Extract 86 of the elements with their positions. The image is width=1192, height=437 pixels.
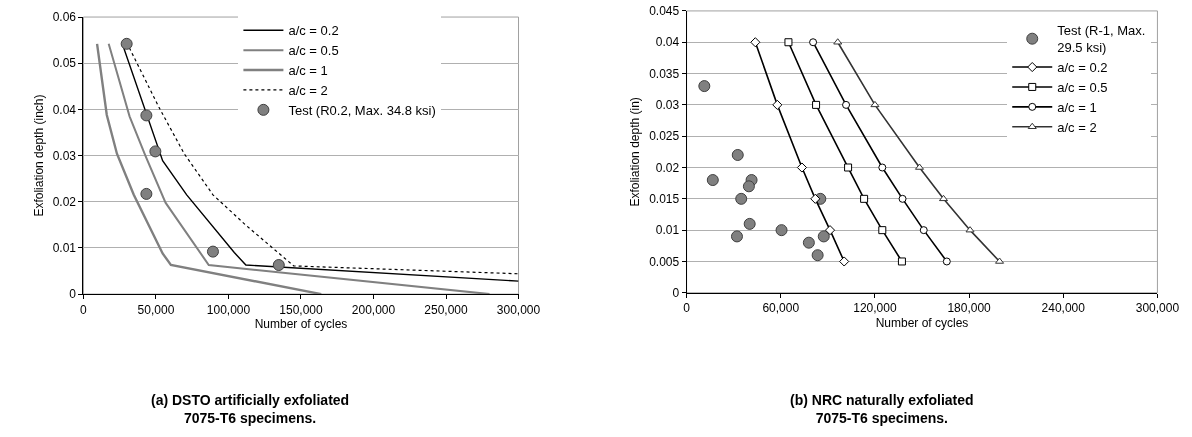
- point: [802, 236, 815, 249]
- y-tick-label: 0.03: [655, 98, 680, 113]
- point: [842, 100, 851, 109]
- legend-label: a/c = 0.2: [1057, 60, 1108, 76]
- point: [839, 256, 850, 267]
- legend-label: a/c = 0.5: [288, 43, 339, 59]
- y-tick-label: 0.02: [52, 194, 77, 209]
- point: [833, 38, 843, 45]
- y-tick-label: 0.04: [655, 35, 680, 50]
- point: [824, 225, 836, 236]
- y-tick-label: 0.015: [649, 192, 680, 207]
- point: [140, 109, 153, 122]
- x-axis-title: Number of cycles: [254, 317, 348, 332]
- x-tick-label: 0: [80, 302, 88, 317]
- x-tick-label: 180,000: [947, 301, 992, 316]
- text: (a) DSTO artificially exfoliated 7075-T6 specimens.: [151, 392, 350, 427]
- point: [796, 162, 807, 173]
- y-tick-label: 0.05: [52, 56, 77, 71]
- y-tick-label: 0.04: [52, 102, 77, 117]
- y-tick-label: 0.02: [655, 160, 680, 175]
- y-tick-label: 0: [672, 286, 680, 300]
- point: [750, 37, 761, 48]
- point: [809, 38, 818, 47]
- x-tick-label: 300,000: [496, 302, 541, 317]
- x-tick-label: 150,000: [279, 302, 323, 317]
- legend-label: a/c = 1: [1057, 99, 1097, 115]
- point: [817, 230, 830, 243]
- y-tick-label: 0.01: [52, 241, 77, 256]
- legend-label: Test (R-1, Max. 29.5 ksi): [1057, 23, 1146, 56]
- point: [919, 226, 928, 235]
- point: [810, 193, 821, 204]
- x-tick-label: 250,000: [424, 302, 469, 317]
- point: [897, 257, 906, 266]
- point: [870, 100, 880, 108]
- x-tick-label: 200,000: [351, 302, 396, 317]
- point: [775, 224, 788, 237]
- point: [772, 99, 783, 110]
- point: [942, 257, 951, 266]
- point: [735, 192, 748, 205]
- x-tick-label: 240,000: [1041, 301, 1086, 316]
- point: [938, 194, 949, 202]
- point: [272, 259, 285, 272]
- y-tick-label: 0.025: [649, 129, 680, 144]
- point: [784, 38, 793, 47]
- y-axis-title: Exfoliation depth (inch): [31, 94, 46, 217]
- x-tick-label: 100,000: [206, 302, 251, 317]
- point: [844, 163, 853, 172]
- point: [742, 180, 755, 193]
- y-tick-label: 0.01: [655, 223, 680, 238]
- point: [878, 226, 887, 235]
- point: [120, 37, 133, 50]
- y-tick-label: 0: [69, 287, 77, 302]
- text: (b) NRC naturally exfoliated 7075-T6 specimens.: [790, 392, 974, 427]
- legend-label: a/c = 1: [288, 63, 328, 79]
- y-axis-title: Exfoliation depth (in): [628, 97, 643, 207]
- legend-label: a/c = 2: [288, 83, 328, 99]
- point: [898, 194, 907, 203]
- point: [860, 194, 869, 203]
- point: [812, 100, 821, 109]
- y-tick-label: 0.035: [649, 66, 680, 81]
- x-tick-label: 300,000: [1135, 301, 1180, 316]
- point: [743, 217, 756, 230]
- x-tick-label: 0: [683, 301, 691, 316]
- point: [140, 187, 153, 200]
- x-tick-label: 60,000: [762, 301, 800, 316]
- y-tick-label: 0.045: [649, 4, 680, 19]
- legend-label: a/c = 0.2: [288, 23, 339, 39]
- y-tick-label: 0.06: [52, 10, 77, 25]
- legend-label: Test (R0.2, Max. 34.8 ksi): [288, 102, 436, 118]
- point: [811, 249, 824, 262]
- point: [706, 174, 719, 187]
- y-tick-label: 0.03: [52, 148, 77, 163]
- legend-label: a/c = 0.5: [1057, 80, 1108, 96]
- point: [206, 245, 219, 258]
- point: [698, 80, 711, 93]
- x-tick-label: 50,000: [137, 302, 175, 317]
- point: [965, 226, 975, 233]
- point: [731, 148, 744, 161]
- point: [149, 145, 162, 158]
- y-tick-label: 0.005: [649, 254, 680, 269]
- x-axis-title: Number of cycles: [875, 316, 969, 331]
- legend-label: a/c = 2: [1057, 119, 1097, 135]
- point: [995, 257, 1005, 264]
- point: [730, 230, 743, 243]
- x-tick-label: 120,000: [853, 301, 897, 316]
- point: [878, 163, 887, 172]
